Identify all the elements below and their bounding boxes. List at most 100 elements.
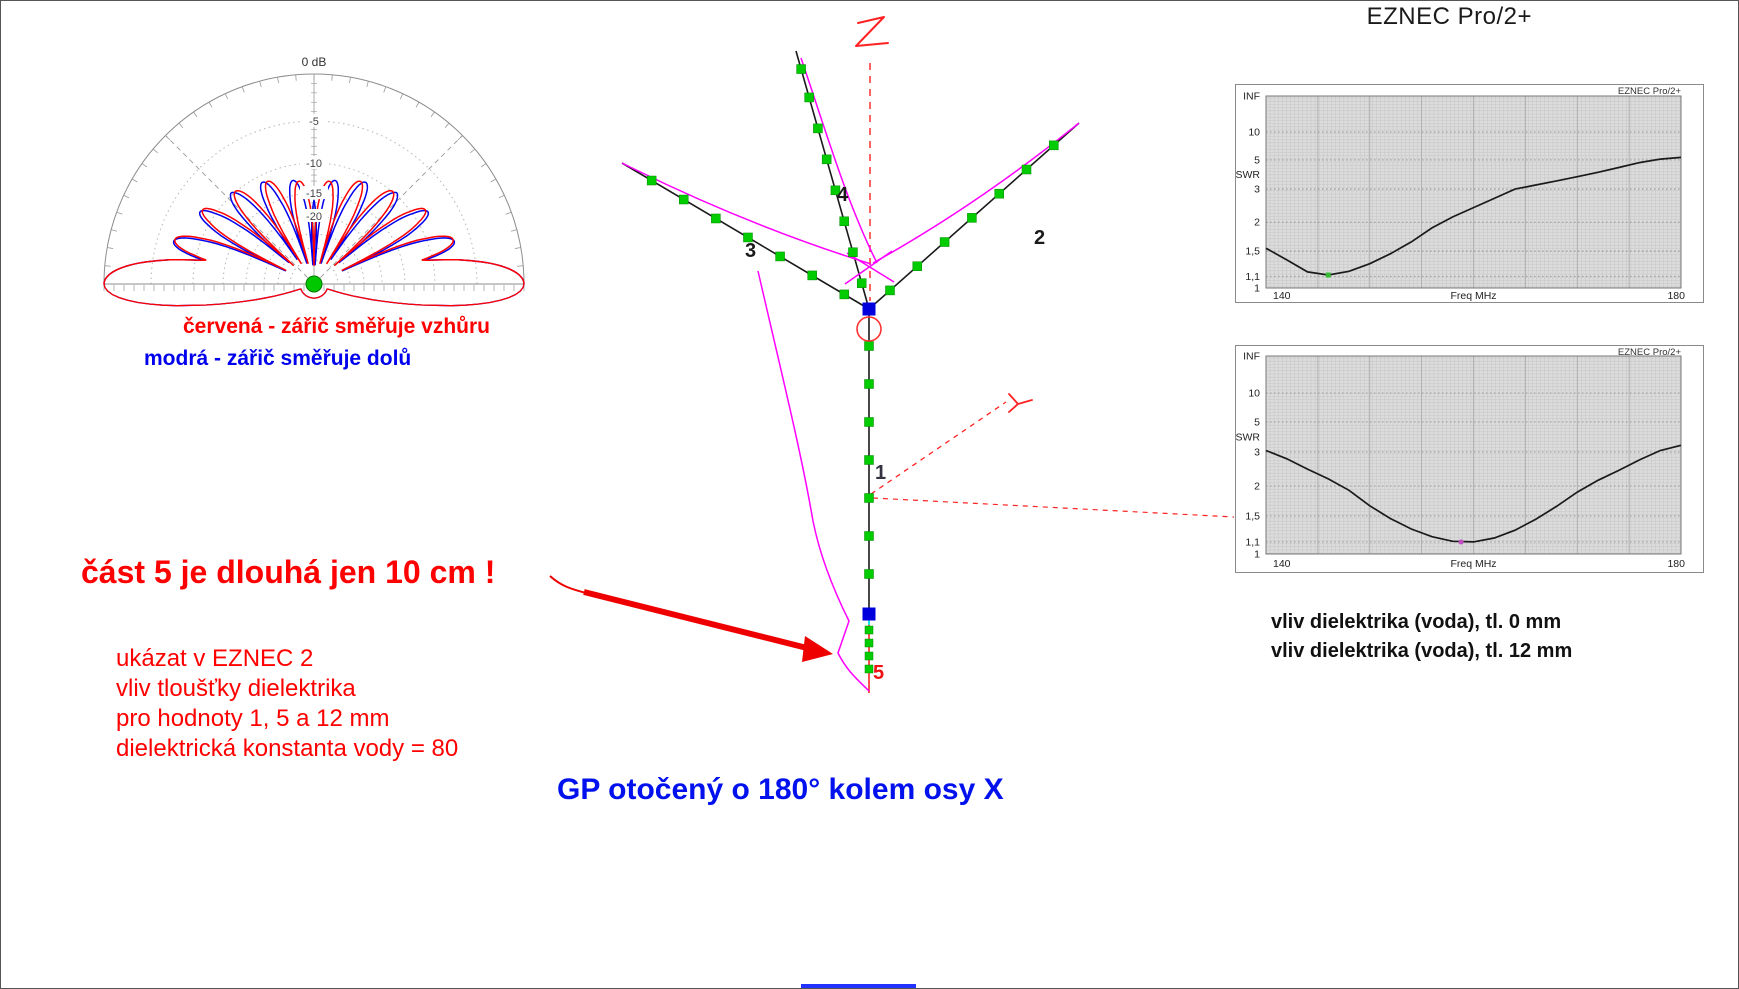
segment-mark	[864, 417, 874, 427]
segment-mark	[864, 531, 874, 541]
swr-x-label-right: 180	[1667, 290, 1685, 302]
segment-mark	[864, 493, 874, 503]
swr-chart-svg: EZNEC Pro/2+ INF 10 5 SWR 3 2 1,5 1,11 140 Freq MH…	[1236, 86, 1685, 302]
swr-y-label: 10	[1248, 126, 1260, 138]
headline-note: část 5 je dlouhá jen 10 cm !	[81, 554, 496, 590]
red-notes-block: ukázat v EZNEC 2 vliv tloušťky dielektri…	[116, 644, 458, 764]
swr-y-label: 5	[1254, 154, 1260, 166]
segment-marks	[646, 64, 1059, 674]
swr-x-label-left: 140	[1273, 290, 1291, 302]
segment-mark	[821, 154, 832, 165]
swr-y-label: 1,1	[1245, 271, 1260, 283]
wires	[621, 50, 1080, 693]
arrow-shaft	[583, 589, 808, 651]
segment-mark	[864, 664, 874, 674]
arc-tick	[141, 163, 148, 168]
polar-legend-blue: modrá - zářič směřuje dolů	[144, 347, 412, 370]
swr-y-label: SWR	[1236, 432, 1260, 444]
segment-mark	[864, 341, 874, 351]
swr-y-label: 2	[1254, 217, 1260, 229]
swr-x-label-right: 180	[1667, 558, 1685, 570]
segment-mark	[885, 285, 895, 296]
segment-mark	[813, 123, 823, 134]
y-axis-label-glyph	[1008, 393, 1033, 413]
arc-tick	[193, 111, 198, 118]
segment-mark	[864, 379, 874, 389]
segment-mark	[864, 455, 874, 465]
segment-mark	[711, 213, 721, 224]
swr-x-labels: 140 Freq MHz 180	[1273, 290, 1685, 302]
segment-mark	[839, 216, 849, 227]
swr-y-label: INF	[1243, 91, 1260, 103]
db-label-bg	[300, 114, 328, 128]
pattern-traces	[103, 179, 525, 307]
swr-y-label: 3	[1254, 447, 1260, 459]
db-label: -15	[306, 188, 322, 200]
polar-legend-red: červená - zářič směřuje vzhůru	[183, 315, 490, 338]
dielectric-notes-block: vliv dielektrika (voda), tl. 0 mm vliv d…	[1271, 608, 1572, 666]
axes	[855, 16, 1235, 518]
junction-square-bottom	[862, 607, 876, 621]
current-curve-wire2	[872, 122, 1080, 264]
arc-tick	[415, 101, 420, 108]
arc-tick	[505, 211, 512, 215]
wire-4	[795, 50, 870, 310]
red-note-line: pro hodnoty 1, 5 a 12 mm	[116, 705, 390, 732]
db-label: 0 dB	[302, 55, 327, 69]
callout-dashed-line	[872, 497, 1235, 518]
pattern-center-dot	[305, 275, 323, 293]
segment-mark	[856, 278, 867, 288]
arc-tick	[178, 122, 184, 128]
arc-tick	[498, 194, 505, 199]
swr-y-label: INF	[1243, 351, 1260, 363]
db-label: -20	[306, 211, 322, 223]
feedpoint-circle	[856, 316, 882, 342]
segment-mark	[1021, 164, 1032, 175]
arc-tick	[241, 86, 245, 93]
segment-mark	[1049, 140, 1059, 151]
swr-min-marker	[1458, 539, 1464, 545]
swr-chart-panel-0mm: EZNEC Pro/2+ INF 10 5 SWR 3 2 1,5 1,1 1 140 Freq MH…	[1235, 84, 1704, 303]
swr-y-labels: INF 10 5 SWR 3 2 1,5 1,11	[1236, 91, 1260, 295]
swr-y-labels: INF 10 5 SWR 3 2 1,5 1,11	[1236, 351, 1260, 561]
swr-x-label-center: Freq MHz	[1450, 290, 1496, 302]
current-curves	[621, 57, 1080, 692]
swr-y-label: SWR	[1236, 169, 1260, 181]
wire-label-2: 2	[1034, 227, 1045, 249]
y-axis-line	[870, 401, 1007, 495]
wire-label-3: 3	[745, 240, 756, 262]
arc-tick	[349, 77, 351, 84]
current-cross-marker	[844, 250, 895, 285]
arc-tick	[366, 81, 369, 88]
arc-tick	[510, 229, 517, 232]
polar-elevation-pattern-plot: 0 dB -5 -10 -15 -20	[103, 55, 525, 307]
arc-tick	[208, 101, 213, 108]
db-label: -5	[309, 116, 319, 128]
current-curve-wire4	[800, 57, 878, 264]
swr-curve	[1265, 444, 1682, 543]
swr-y-label: 1,1	[1245, 536, 1260, 548]
radial-dashed	[313, 135, 463, 285]
app-title: EZNEC Pro/2+	[1366, 3, 1532, 30]
segment-mark	[796, 64, 806, 74]
swr-chart-panel-12mm: EZNEC Pro/2+ INF 10 5 SWR 3 2 1,5 1,1 1 140 Freq MH…	[1235, 345, 1704, 573]
swr-brand-label: EZNEC Pro/2+	[1618, 347, 1682, 358]
arc-tick	[444, 122, 450, 128]
wire-label-1: 1	[875, 462, 886, 484]
segment-mark	[743, 232, 753, 243]
segment-mark	[807, 270, 817, 281]
footer-note: GP otočený o 180° kolem osy X	[557, 773, 1004, 806]
swr-y-label: 10	[1248, 388, 1260, 400]
red-note-line: ukázat v EZNEC 2	[116, 645, 314, 672]
db-label-bg	[300, 186, 328, 200]
radial-dashed	[165, 135, 315, 285]
arc-tick	[517, 265, 524, 267]
swr-curve	[1265, 156, 1682, 276]
segment-mark	[864, 651, 874, 661]
arrow-tail-curve	[549, 575, 587, 594]
arc-tick	[152, 148, 158, 154]
pattern-trace-mirror	[103, 283, 525, 307]
arc-tick	[399, 93, 404, 100]
arrow-head	[802, 636, 833, 662]
arc-tick	[470, 148, 476, 154]
